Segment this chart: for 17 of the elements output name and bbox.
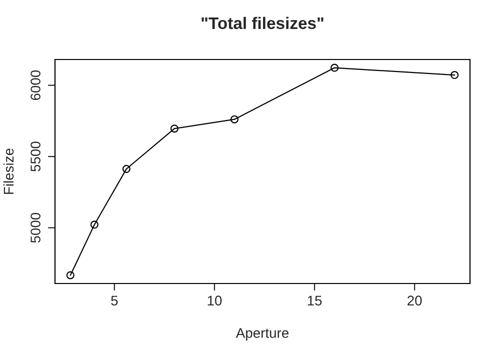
point [330,64,339,72]
y-tick-label: 5500 [30,142,40,172]
y-tick-label: 5000 [30,212,40,243]
x-axis-title: Aperture [236,328,289,341]
x-tick-label: 20 [408,296,422,306]
point [230,115,239,124]
point [170,124,178,133]
y-tick-label: 6000 [30,70,40,100]
chart-title: "Total filesizes" [202,16,324,30]
point [450,71,459,80]
point [122,164,130,173]
y-axis-title: Filesize [3,148,14,194]
x-tick-label: 15 [308,296,322,306]
x-tick-label: 5 [111,296,118,306]
point [90,220,98,229]
x-tick-label: 10 [208,296,222,306]
point [66,271,74,280]
